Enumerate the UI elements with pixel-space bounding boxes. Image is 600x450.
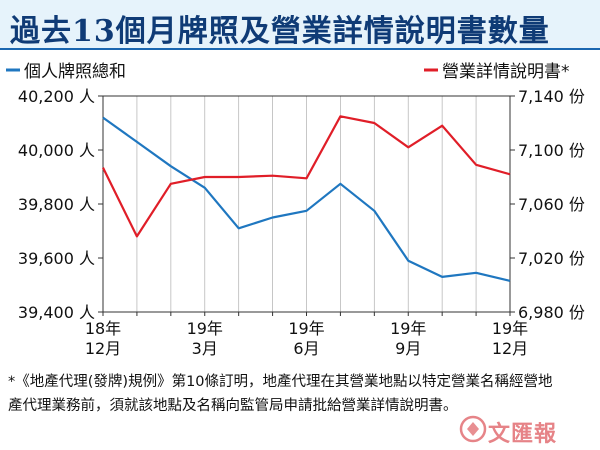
left-tick-label: 40,200 人 xyxy=(18,87,95,106)
series-lines xyxy=(102,115,511,282)
footnote: *《地產代理(發牌)規例》第10條訂明，地產代理在其營業地點以特定營業名稱經營地… xyxy=(8,374,553,414)
x-tick-label-line: 18年 xyxy=(85,319,121,338)
x-tick-label-line: 9月 xyxy=(395,339,421,358)
series-line-statements xyxy=(102,115,511,238)
x-tick-label-line: 19年 xyxy=(390,319,426,338)
left-tick-label: 40,000 人 xyxy=(18,141,95,160)
x-tick-label-line: 19年 xyxy=(288,319,324,338)
right-tick-label: 7,100 份 xyxy=(518,141,585,160)
x-tick-label: 19年 12月 xyxy=(492,319,528,358)
legend-label-licences: 個人牌照總和 xyxy=(24,62,126,82)
x-tick-label: 19年 3月 xyxy=(187,319,223,358)
chart-title: 過去13個月牌照及營業詳情說明書數量 xyxy=(10,14,550,49)
left-axis-ticks: 39,400 人 39,600 人 39,800 人 40,000 人 40,200 人 xyxy=(18,87,103,322)
x-tick-label-line: 6月 xyxy=(293,339,319,358)
x-tick-label: 19年 6月 xyxy=(288,319,324,358)
legend: 個人牌照總和 營業詳情說明書* xyxy=(6,62,570,82)
left-tick-label: 39,400 人 xyxy=(18,303,95,322)
right-tick-label: 7,140 份 xyxy=(518,87,585,106)
x-tick-label-line: 3月 xyxy=(192,339,218,358)
series-line-licences xyxy=(102,116,511,282)
grid xyxy=(136,96,477,312)
left-tick-label: 39,600 人 xyxy=(18,249,95,268)
x-tick-label-line: 19年 xyxy=(187,319,223,338)
right-tick-label: 7,060 份 xyxy=(518,195,585,214)
logo-text: 文匯報 xyxy=(488,421,558,447)
x-tick-label-line: 12月 xyxy=(85,339,121,358)
legend-label-statements: 營業詳情說明書* xyxy=(442,62,570,82)
title-rule xyxy=(0,48,600,50)
x-tick-label: 19年 9月 xyxy=(390,319,426,358)
right-axis-ticks: 6,980 份 7,020 份 7,060 份 7,100 份 7,140 份 xyxy=(510,87,585,322)
right-tick-label: 6,980 份 xyxy=(518,303,585,322)
right-tick-label: 7,020 份 xyxy=(518,249,585,268)
chart: 個人牌照總和 營業詳情說明書* 39,400 人 39,600 人 39,800 人 4… xyxy=(6,62,585,358)
left-tick-label: 39,800 人 xyxy=(18,195,95,214)
title-bar: 過去13個月牌照及營業詳情說明書數量 xyxy=(0,0,600,50)
logo-emblem-icon xyxy=(459,415,487,443)
x-tick-label-line: 19年 xyxy=(492,319,528,338)
x-tick-label: 18年 12月 xyxy=(85,319,121,358)
wenweipo-logo: 文匯報 xyxy=(458,414,594,448)
x-tick-label-line: 12月 xyxy=(492,339,528,358)
